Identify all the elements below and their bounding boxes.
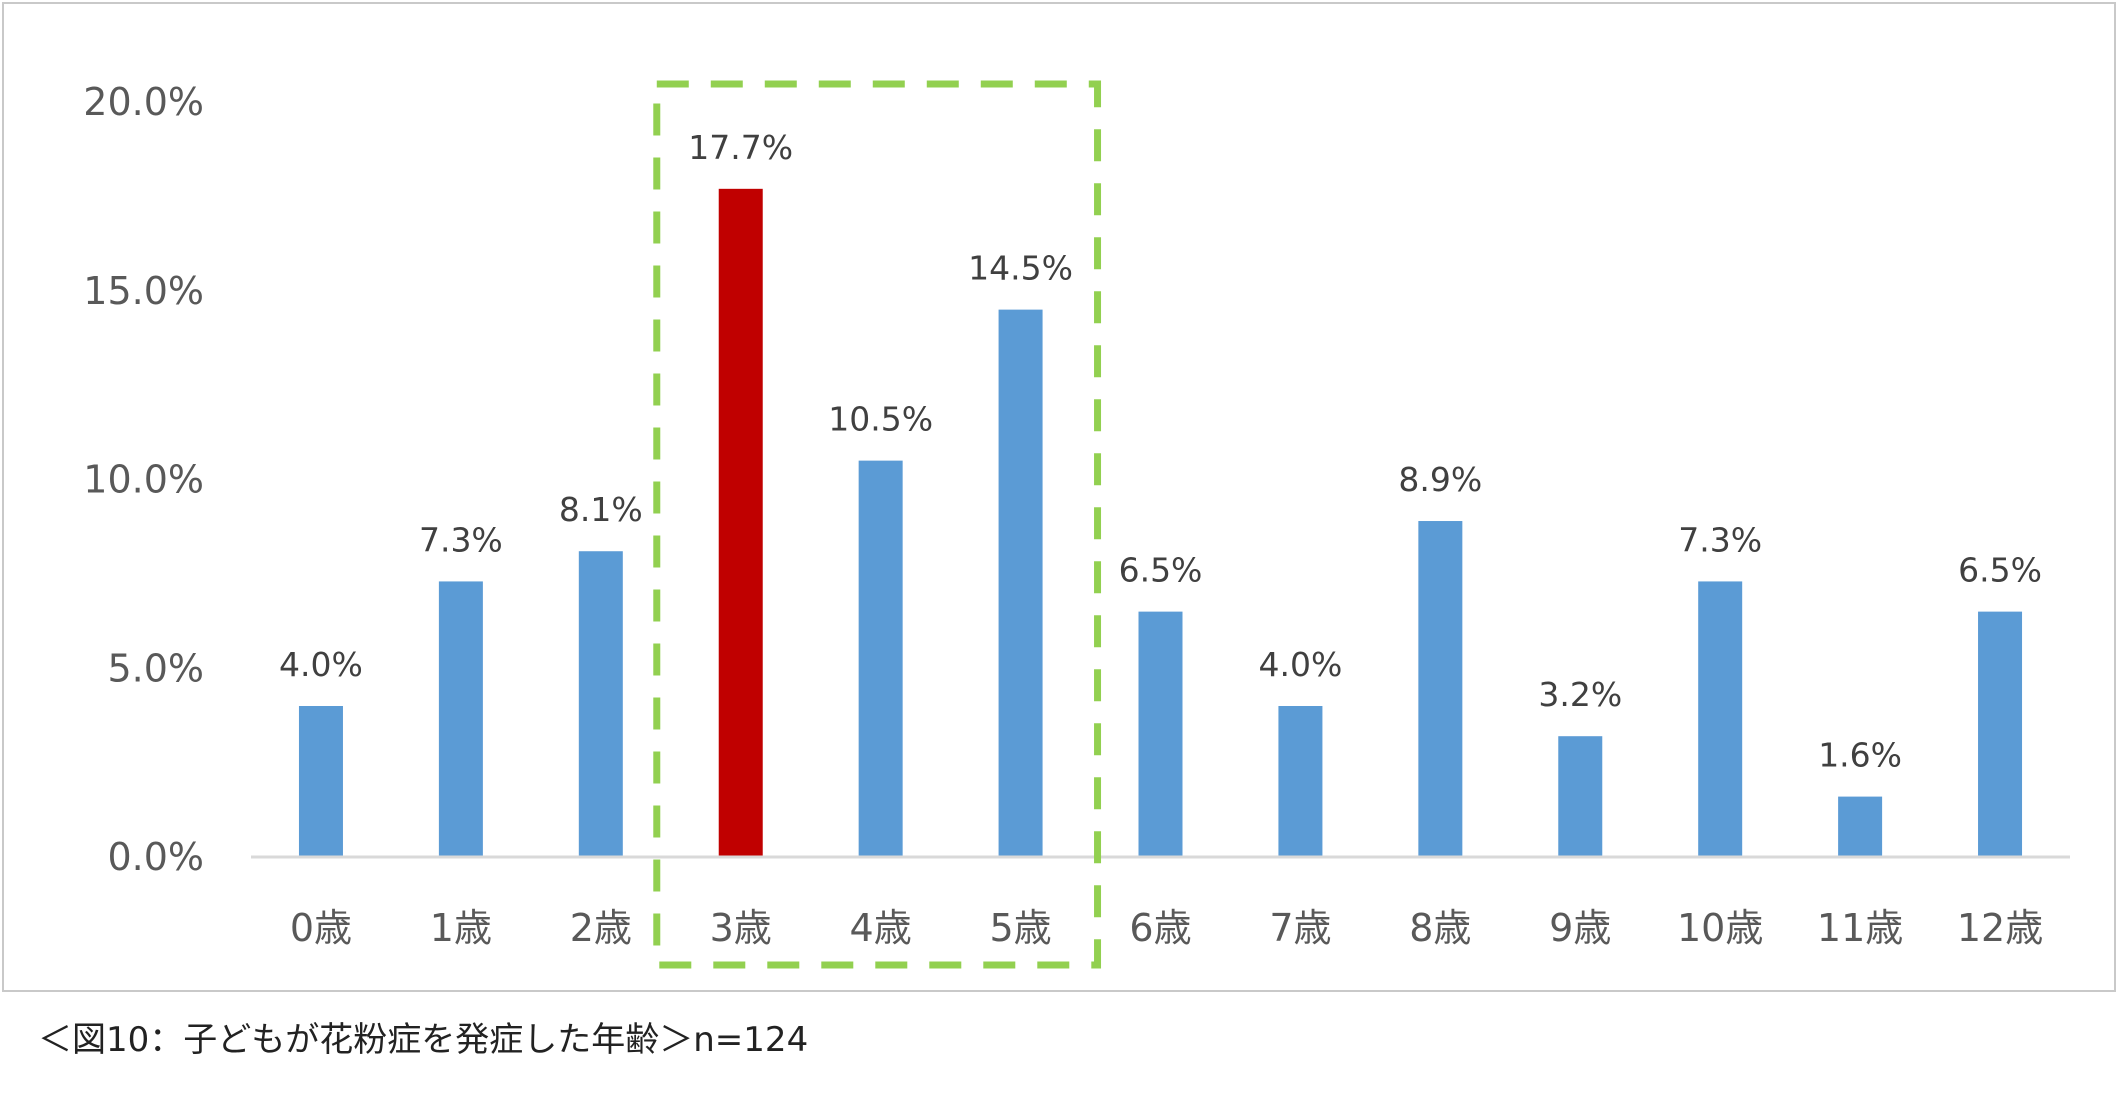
data-labels: 4.0% 7.3% 8.1% 17.7% 10.5% 14.5% 6.5% 4.0% 8.9% 3…: [279, 128, 2042, 775]
data-label: 1.6%: [1818, 736, 1902, 775]
bar: [298, 706, 343, 857]
figure-caption: ＜図10：子どもが花粉症を発症した年齢＞n=124: [38, 1020, 809, 1060]
data-label: 4.0%: [279, 645, 363, 684]
data-label: 14.5%: [968, 249, 1073, 288]
y-axis-ticks: 0.0% 5.0% 10.0% 15.0% 20.0%: [83, 80, 204, 879]
chart-frame: 0.0% 5.0% 10.0% 15.0% 20.0% 4.0% 7.3% 8.1% 17.7…: [2, 2, 2116, 992]
y-tick-label: 20.0%: [83, 80, 204, 124]
x-tick-label: 6歳: [1129, 906, 1191, 950]
bar: [1418, 521, 1463, 857]
x-tick-label: 2歳: [570, 906, 632, 950]
x-tick-label: 4歳: [850, 906, 912, 950]
data-label: 7.3%: [1678, 520, 1762, 559]
x-tick-label: 3歳: [710, 906, 772, 950]
bar: [1978, 611, 2023, 857]
data-label: 17.7%: [688, 128, 793, 167]
highlight-box: [653, 80, 1102, 969]
x-tick-label: 8歳: [1409, 906, 1471, 950]
bar: [998, 309, 1043, 857]
x-tick-label: 1歳: [430, 906, 492, 950]
bars: [298, 188, 2023, 857]
x-tick-label: 12歳: [1957, 906, 2043, 950]
data-label: 10.5%: [828, 400, 933, 439]
data-label: 6.5%: [1958, 551, 2042, 590]
x-tick-label: 7歳: [1269, 906, 1331, 950]
data-label: 8.1%: [559, 490, 643, 529]
x-tick-label: 10歳: [1677, 906, 1763, 950]
bar: [1558, 736, 1603, 857]
bar: [1838, 796, 1883, 857]
bar: [1698, 581, 1743, 857]
y-tick-label: 0.0%: [107, 835, 204, 879]
data-label: 3.2%: [1538, 675, 1622, 714]
data-label: 6.5%: [1119, 551, 1203, 590]
data-label: 7.3%: [419, 520, 503, 559]
x-axis-ticks: 0歳 1歳 2歳 3歳 4歳 5歳 6歳 7歳 8歳 9歳 10歳 11歳 12歳: [290, 906, 2043, 950]
y-tick-label: 15.0%: [83, 269, 204, 313]
bar: [438, 581, 483, 857]
bar: [858, 460, 903, 857]
bar: [1138, 611, 1183, 857]
x-tick-label: 5歳: [989, 906, 1051, 950]
x-tick-label: 0歳: [290, 906, 352, 950]
x-tick-label: 11歳: [1817, 906, 1903, 950]
bar-highlight: [718, 188, 763, 857]
data-label: 8.9%: [1398, 460, 1482, 499]
y-tick-label: 10.0%: [83, 458, 204, 502]
y-tick-label: 5.0%: [107, 646, 204, 690]
data-label: 4.0%: [1259, 645, 1343, 684]
bar-chart: 0.0% 5.0% 10.0% 15.0% 20.0% 4.0% 7.3% 8.1% 17.7…: [83, 80, 2070, 969]
x-tick-label: 9歳: [1549, 906, 1611, 950]
bar: [578, 551, 623, 857]
bar: [1278, 706, 1323, 857]
